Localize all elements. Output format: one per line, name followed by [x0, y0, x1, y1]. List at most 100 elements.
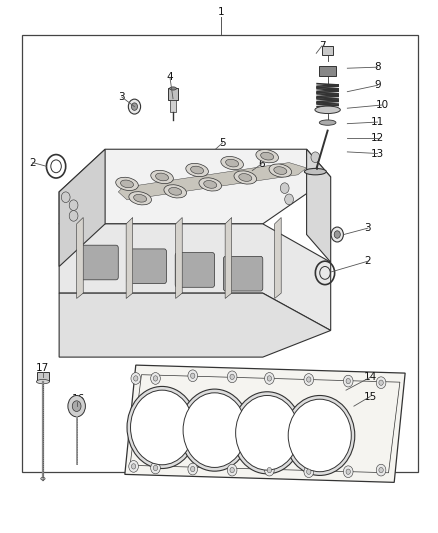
- Circle shape: [265, 464, 274, 476]
- Circle shape: [334, 231, 340, 238]
- Ellipse shape: [134, 195, 147, 202]
- Circle shape: [285, 194, 293, 205]
- Polygon shape: [307, 149, 331, 262]
- Circle shape: [343, 466, 353, 478]
- Circle shape: [230, 374, 234, 379]
- Text: 2: 2: [29, 158, 36, 167]
- Ellipse shape: [221, 157, 244, 169]
- Ellipse shape: [36, 379, 49, 384]
- Circle shape: [304, 374, 314, 385]
- Ellipse shape: [183, 393, 246, 467]
- Ellipse shape: [234, 171, 257, 184]
- Circle shape: [379, 467, 383, 473]
- Ellipse shape: [151, 171, 173, 183]
- Circle shape: [227, 371, 237, 383]
- Ellipse shape: [226, 159, 239, 167]
- Ellipse shape: [261, 152, 274, 160]
- Ellipse shape: [129, 192, 152, 205]
- Circle shape: [304, 466, 314, 478]
- Ellipse shape: [170, 87, 177, 90]
- Ellipse shape: [155, 173, 169, 181]
- Text: 6: 6: [258, 159, 265, 168]
- Ellipse shape: [288, 399, 351, 472]
- Ellipse shape: [256, 150, 279, 163]
- Circle shape: [331, 227, 343, 242]
- Ellipse shape: [304, 168, 326, 175]
- Circle shape: [131, 464, 136, 469]
- Circle shape: [134, 376, 138, 381]
- Text: 4: 4: [166, 72, 173, 82]
- Text: 5: 5: [219, 138, 226, 148]
- Polygon shape: [77, 217, 83, 298]
- Ellipse shape: [120, 180, 134, 188]
- Circle shape: [346, 378, 350, 384]
- Ellipse shape: [191, 166, 204, 174]
- Circle shape: [267, 376, 272, 381]
- Circle shape: [131, 103, 138, 110]
- Polygon shape: [125, 365, 405, 482]
- Ellipse shape: [285, 395, 355, 475]
- Circle shape: [307, 469, 311, 474]
- Text: 11: 11: [371, 117, 384, 127]
- Text: 9: 9: [374, 80, 381, 90]
- Bar: [322, 46, 333, 55]
- Ellipse shape: [199, 178, 222, 191]
- Polygon shape: [118, 163, 307, 200]
- Bar: [319, 66, 336, 76]
- Circle shape: [307, 377, 311, 382]
- Circle shape: [68, 395, 85, 417]
- Circle shape: [346, 469, 350, 474]
- Ellipse shape: [127, 386, 197, 469]
- Circle shape: [69, 211, 78, 221]
- Text: 13: 13: [371, 149, 384, 158]
- Text: 3: 3: [118, 92, 125, 102]
- Circle shape: [72, 401, 81, 411]
- Polygon shape: [275, 217, 281, 298]
- Circle shape: [191, 466, 195, 472]
- Ellipse shape: [169, 188, 182, 195]
- FancyBboxPatch shape: [223, 256, 263, 291]
- Ellipse shape: [269, 164, 292, 177]
- Ellipse shape: [236, 395, 299, 470]
- Circle shape: [267, 467, 272, 473]
- Text: 15: 15: [364, 392, 377, 401]
- Text: 8: 8: [374, 62, 381, 72]
- Ellipse shape: [41, 478, 45, 480]
- Circle shape: [131, 373, 141, 384]
- Ellipse shape: [204, 181, 217, 188]
- Polygon shape: [59, 224, 331, 330]
- Circle shape: [69, 200, 78, 211]
- Circle shape: [376, 377, 386, 389]
- Circle shape: [343, 375, 353, 387]
- Circle shape: [151, 373, 160, 384]
- Text: 7: 7: [318, 41, 325, 51]
- FancyBboxPatch shape: [79, 245, 118, 280]
- Polygon shape: [176, 217, 182, 298]
- Text: 10: 10: [375, 100, 389, 110]
- Bar: [37, 372, 49, 381]
- Text: 1: 1: [218, 7, 225, 17]
- Polygon shape: [59, 293, 331, 357]
- Circle shape: [188, 463, 198, 475]
- FancyBboxPatch shape: [127, 249, 166, 284]
- Ellipse shape: [239, 174, 252, 181]
- Text: 17: 17: [36, 363, 49, 373]
- Circle shape: [376, 464, 386, 476]
- Polygon shape: [225, 217, 232, 298]
- Circle shape: [280, 183, 289, 193]
- Circle shape: [128, 99, 141, 114]
- Text: 16: 16: [72, 394, 85, 403]
- FancyBboxPatch shape: [175, 253, 215, 287]
- Ellipse shape: [180, 389, 250, 471]
- Polygon shape: [59, 149, 331, 224]
- Ellipse shape: [164, 185, 187, 198]
- Ellipse shape: [116, 177, 138, 190]
- Bar: [168, 88, 178, 100]
- Bar: [170, 100, 176, 112]
- Ellipse shape: [319, 120, 336, 125]
- Ellipse shape: [131, 390, 194, 465]
- Ellipse shape: [315, 106, 340, 114]
- Text: 2: 2: [364, 256, 371, 266]
- Circle shape: [311, 152, 320, 163]
- Text: 14: 14: [364, 373, 377, 382]
